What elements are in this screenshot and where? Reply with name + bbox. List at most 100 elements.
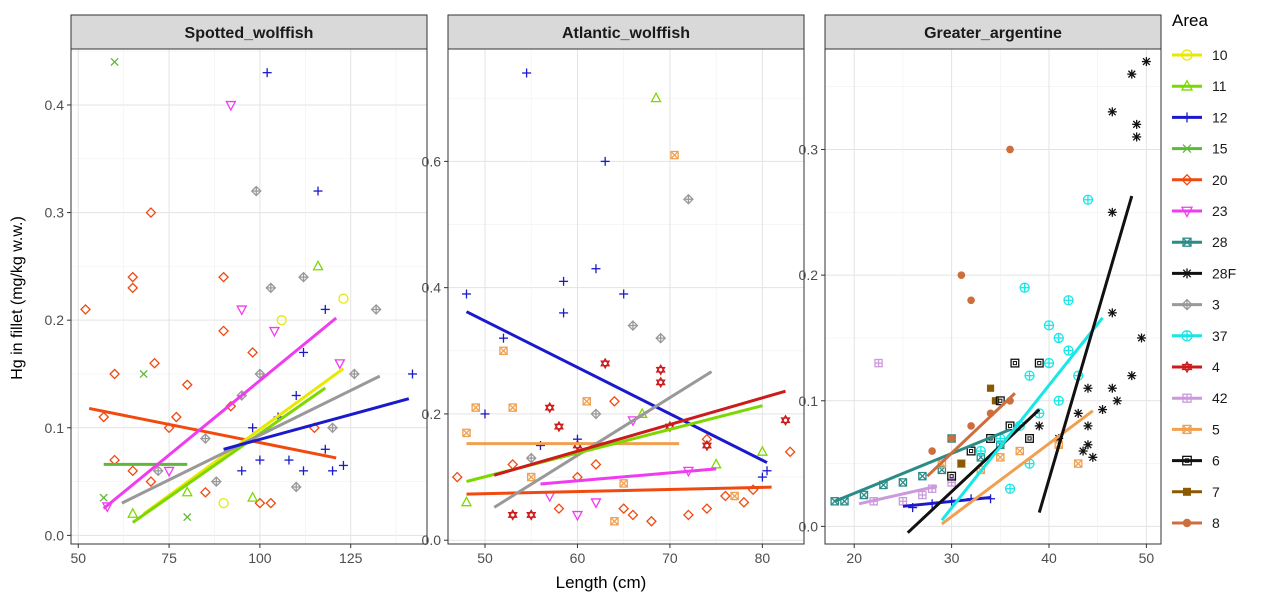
data-point-area-12 bbox=[461, 289, 471, 299]
data-points bbox=[451, 68, 796, 527]
data-point-area-37 bbox=[975, 445, 986, 457]
x-tick-label: 80 bbox=[755, 550, 771, 566]
data-point-area-15 bbox=[99, 493, 108, 502]
trend-line-area-11 bbox=[131, 386, 327, 524]
data-point-area-12 bbox=[480, 409, 490, 419]
legend-item-label: 3 bbox=[1212, 297, 1220, 313]
data-point-area-20 bbox=[682, 509, 694, 521]
legend-item-label: 10 bbox=[1212, 47, 1228, 63]
data-point-area-28F bbox=[1127, 371, 1137, 381]
data-point-area-6 bbox=[1010, 358, 1020, 368]
legend-item-8: 8 bbox=[1172, 515, 1220, 531]
data-point-area-5 bbox=[670, 150, 679, 160]
data-point-area-15 bbox=[183, 513, 192, 522]
data-point-area-6 bbox=[947, 471, 957, 481]
trend-lines bbox=[465, 310, 786, 509]
legend-item-4: 4 bbox=[1172, 359, 1220, 375]
facet-panel-1: Spotted_wolffish 0.0 0.1 0.2 0.3 0.4 50 75 100 12… bbox=[45, 14, 428, 566]
y-tick-label: 0.6 bbox=[422, 153, 442, 169]
legend-key-symbol bbox=[1182, 268, 1192, 279]
legend-item-10: 10 bbox=[1172, 47, 1228, 63]
data-point-area-15 bbox=[110, 57, 119, 66]
data-point-area-10 bbox=[276, 315, 287, 326]
trend-line-area-20 bbox=[88, 406, 337, 460]
data-point-area-12 bbox=[407, 369, 417, 379]
data-point-area-42 bbox=[874, 358, 883, 368]
data-point-area-12 bbox=[262, 68, 272, 78]
data-point-area-6 bbox=[995, 396, 1005, 406]
legend: Area 10 11 12 15 20 23 28 28F 3 37 4 42 5 6 7 8 bbox=[1172, 11, 1236, 531]
data-point-area-28F bbox=[1107, 308, 1117, 318]
legend-key-symbol bbox=[1180, 206, 1194, 218]
trend-line-area-23 bbox=[102, 316, 338, 510]
facet-title: Atlantic_wolffish bbox=[562, 25, 690, 42]
data-point-area-20 bbox=[618, 503, 630, 515]
y-tick-label: 0.1 bbox=[799, 393, 819, 409]
legend-key-symbol bbox=[1182, 455, 1192, 466]
data-point-area-8 bbox=[967, 296, 975, 305]
data-point-area-23 bbox=[236, 305, 248, 316]
x-axis-label: Length (cm) bbox=[556, 573, 647, 592]
data-point-area-8 bbox=[1006, 145, 1014, 154]
data-point-area-20 bbox=[199, 486, 211, 498]
data-point-area-8 bbox=[947, 434, 956, 443]
data-point-area-28F bbox=[1078, 446, 1088, 456]
data-point-area-20 bbox=[170, 411, 182, 423]
data-point-area-28F bbox=[1083, 421, 1093, 431]
data-point-area-5 bbox=[462, 428, 471, 438]
gridlines bbox=[825, 49, 1161, 544]
data-point-area-3 bbox=[254, 368, 266, 380]
x-tick-label: 50 bbox=[70, 550, 86, 566]
y-tick-label: 0.1 bbox=[45, 420, 65, 436]
legend-item-28F: 28F bbox=[1172, 265, 1236, 281]
x-tick-label: 50 bbox=[477, 550, 493, 566]
data-point-area-20 bbox=[109, 368, 121, 380]
data-point-area-11 bbox=[710, 458, 722, 469]
data-point-area-37 bbox=[1063, 345, 1074, 356]
data-point-area-37 bbox=[1063, 295, 1074, 306]
legend-item-label: 4 bbox=[1212, 359, 1220, 375]
legend-item-37: 37 bbox=[1172, 328, 1228, 344]
data-point-area-4 bbox=[507, 509, 518, 521]
data-point-area-10 bbox=[218, 497, 229, 509]
data-point-area-37 bbox=[1053, 332, 1064, 344]
y-tick-label: 0.3 bbox=[45, 205, 65, 221]
legend-item-28: 28 bbox=[1172, 234, 1228, 250]
data-point-area-5 bbox=[1015, 446, 1025, 456]
x-tick-label: 75 bbox=[161, 550, 177, 566]
legend-item-label: 5 bbox=[1212, 421, 1220, 437]
data-point-area-8 bbox=[967, 422, 975, 430]
x-tick-label: 50 bbox=[1139, 550, 1155, 566]
data-points bbox=[830, 57, 1151, 513]
data-point-area-37 bbox=[1004, 483, 1016, 494]
facet-panel-3: Greater_argentine 0.0 0.1 0.2 0.3 20 30 40 50 bbox=[799, 14, 1162, 566]
data-point-area-37 bbox=[1082, 194, 1094, 205]
legend-key-symbol bbox=[1182, 144, 1192, 154]
data-point-area-23 bbox=[571, 510, 584, 522]
panel-border bbox=[70, 48, 428, 545]
x-tick-label: 100 bbox=[248, 550, 272, 566]
data-point-area-20 bbox=[609, 395, 620, 407]
data-point-area-20 bbox=[218, 325, 229, 337]
data-point-area-20 bbox=[80, 303, 91, 315]
data-point-area-5 bbox=[996, 453, 1005, 462]
y-tick-label: 0.0 bbox=[799, 518, 819, 534]
legend-item-label: 15 bbox=[1212, 141, 1228, 157]
data-point-area-20 bbox=[127, 465, 139, 477]
y-tick-label: 0.4 bbox=[45, 97, 65, 113]
x-tick-label: 125 bbox=[339, 550, 363, 566]
data-point-area-11 bbox=[247, 491, 259, 502]
legend-item-label: 8 bbox=[1212, 515, 1220, 531]
legend-item-23: 23 bbox=[1172, 203, 1228, 219]
data-point-area-28F bbox=[1073, 408, 1083, 418]
facet-panel-2: Atlantic_wolffish 0.0 0.2 0.4 0.6 50 60 70 80 bbox=[422, 14, 805, 566]
legend-title: Area bbox=[1172, 11, 1208, 30]
data-point-area-20 bbox=[553, 503, 565, 515]
data-point-area-23 bbox=[225, 100, 237, 112]
data-point-area-10 bbox=[338, 293, 349, 304]
y-tick-label: 0.4 bbox=[422, 280, 442, 296]
legend-item-3: 3 bbox=[1172, 297, 1220, 313]
data-point-area-12 bbox=[559, 276, 569, 286]
legend-key-symbol bbox=[1182, 237, 1192, 247]
